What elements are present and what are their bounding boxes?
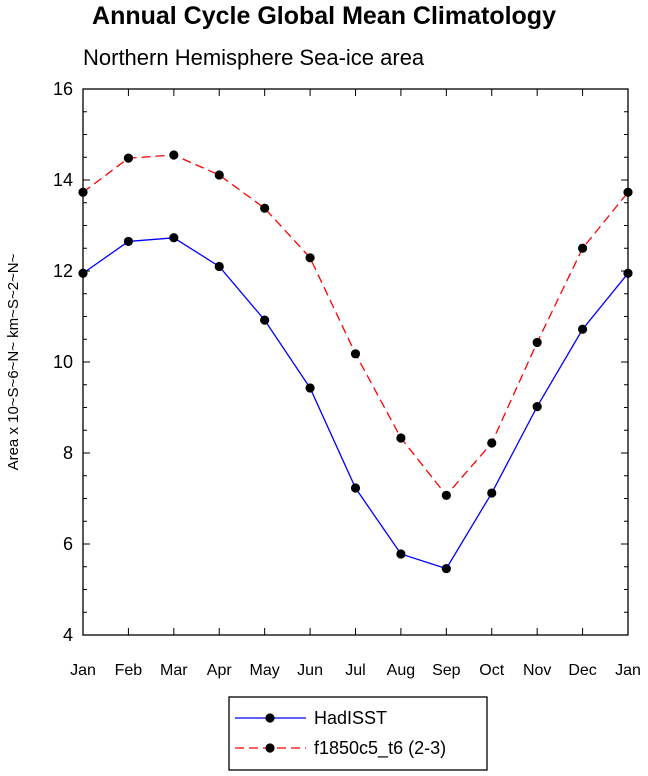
x-tick-label: Dec xyxy=(568,662,596,679)
data-point xyxy=(260,315,270,325)
data-point xyxy=(441,490,451,500)
y-tick-label: 8 xyxy=(63,443,73,463)
data-point xyxy=(169,233,179,243)
data-point xyxy=(577,243,588,253)
x-tick-label: Mar xyxy=(160,662,188,679)
data-point xyxy=(169,150,179,160)
y-tick-label: 14 xyxy=(53,170,73,190)
x-tick-label: Jan xyxy=(615,662,641,679)
data-point xyxy=(441,563,451,574)
series-layer xyxy=(78,150,633,574)
legend-marker xyxy=(265,713,275,723)
data-point xyxy=(577,324,588,334)
data-point xyxy=(350,483,361,493)
chart-title: Annual Cycle Global Mean Climatology xyxy=(92,2,556,30)
data-point xyxy=(623,187,633,197)
data-point xyxy=(396,433,406,443)
data-point xyxy=(623,268,633,278)
legend-marker xyxy=(265,743,275,753)
y-tick-label: 16 xyxy=(53,79,73,99)
data-point xyxy=(123,236,134,247)
data-point xyxy=(123,153,134,163)
data-point xyxy=(78,187,88,197)
series-line xyxy=(82,237,629,570)
data-point xyxy=(487,488,497,498)
x-tick-label: Jan xyxy=(70,662,96,679)
legend-label: HadISST xyxy=(314,708,387,728)
data-point xyxy=(305,253,315,263)
x-tick-label: Aug xyxy=(387,662,415,679)
data-point xyxy=(214,261,224,272)
chart-subtitle: Northern Hemisphere Sea-ice area xyxy=(83,45,425,70)
x-tick-label: May xyxy=(250,662,280,679)
series-line xyxy=(82,154,629,497)
data-point xyxy=(487,438,497,448)
legend-label: f1850c5_t6 (2-3) xyxy=(314,738,446,759)
data-point xyxy=(350,349,361,359)
data-point xyxy=(260,203,270,213)
axis-ticks: 4 6 8 10 12 14 16 Jan Feb Mar Apr May Jun Jul Aug Sep Oc… xyxy=(53,79,641,679)
x-tick-label: Apr xyxy=(207,662,233,679)
data-point xyxy=(532,401,542,412)
x-tick-label: Jun xyxy=(297,662,323,679)
x-tick-label: Oct xyxy=(479,662,504,679)
y-tick-label: 10 xyxy=(53,352,73,372)
x-tick-label: Jul xyxy=(345,662,365,679)
data-point xyxy=(78,268,88,278)
y-tick-label: 4 xyxy=(63,625,73,645)
legend-box xyxy=(228,696,488,771)
plot-frame xyxy=(82,88,629,636)
x-tick-label: Sep xyxy=(432,662,461,679)
data-point xyxy=(305,383,315,393)
y-axis-label: Area x 10~S~6~N~ km~S~2~N~ xyxy=(5,253,22,470)
data-point xyxy=(214,170,224,180)
x-tick-label: Nov xyxy=(523,662,551,679)
x-tick-label: Feb xyxy=(115,662,143,679)
legend: HadISST f1850c5_t6 (2-3) xyxy=(228,696,488,771)
y-tick-label: 12 xyxy=(53,261,73,281)
y-tick-label: 6 xyxy=(63,534,73,554)
data-point xyxy=(396,549,406,559)
data-point xyxy=(532,337,542,348)
